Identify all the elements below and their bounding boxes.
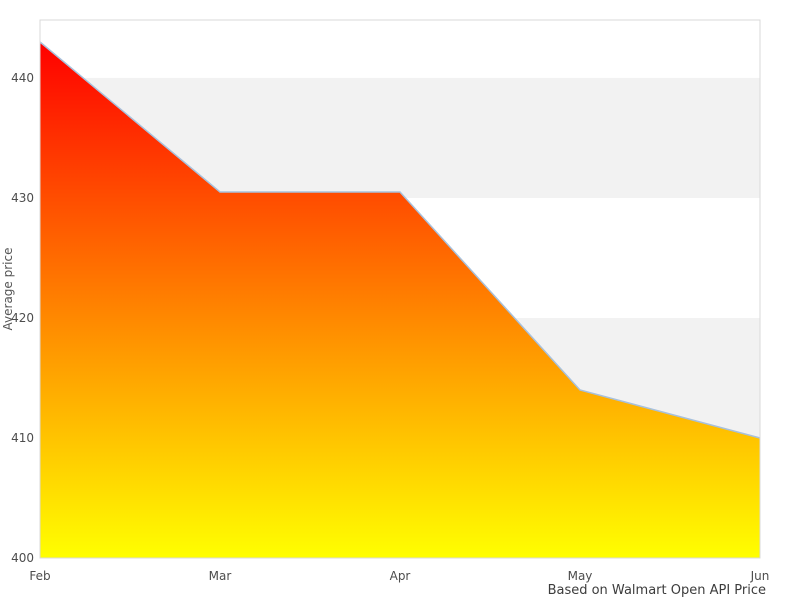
plot-border	[39, 19, 761, 559]
x-axis-tick-labels: Feb Mar Apr May Jun	[29, 569, 769, 583]
y-axis-title: Average price	[1, 248, 15, 331]
chart-caption: Based on Walmart Open API Price	[548, 583, 766, 598]
x-tick-label: Jun	[750, 569, 770, 583]
y-tick-label: 430	[11, 191, 34, 205]
y-tick-label: 440	[11, 71, 34, 85]
y-tick-label: 420	[11, 311, 34, 325]
y-axis-tick-labels: 400 410 420 430 440	[11, 71, 34, 565]
line-series	[39, 41, 761, 439]
x-tick-label: Mar	[209, 569, 232, 583]
x-tick-label: Apr	[390, 569, 411, 583]
y-tick-label: 410	[11, 431, 34, 445]
x-tick-label: May	[568, 569, 593, 583]
x-tick-label: Feb	[29, 569, 50, 583]
area-series	[40, 42, 760, 558]
y-tick-label: 400	[11, 551, 34, 565]
